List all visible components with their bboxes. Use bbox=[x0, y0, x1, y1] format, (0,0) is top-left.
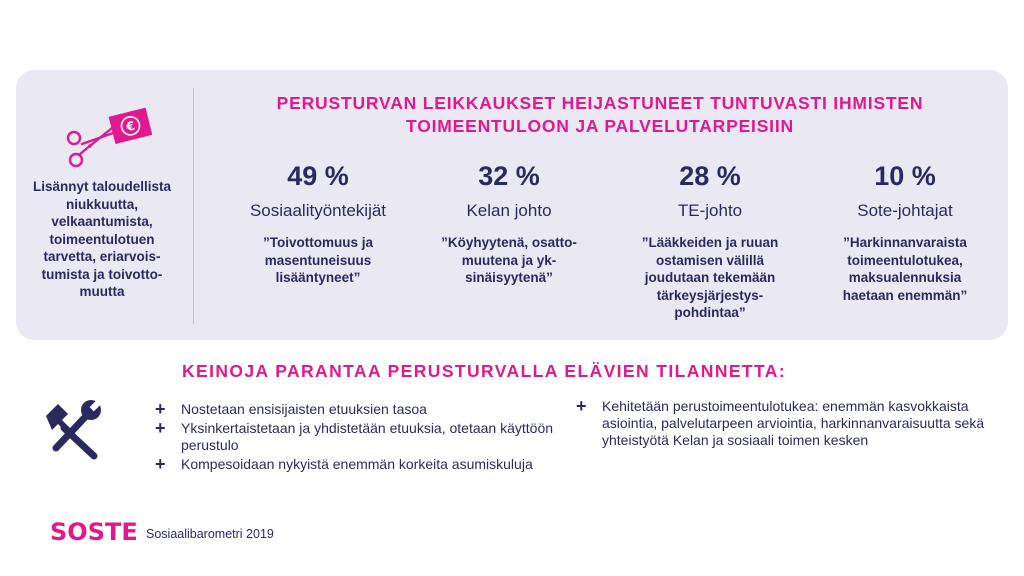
list-item: + Kehitetään perustoimeentulotukea: enemm… bbox=[576, 396, 996, 449]
measures-title: KEINOJA PARANTAA PERUSTURVALLA ELÄVIEN T… bbox=[182, 361, 787, 381]
stat-role: Sosiaalityöntekijät bbox=[249, 201, 387, 220]
stat-percent: 28 % bbox=[679, 161, 741, 191]
stat-block: 49 % Sosiaalityöntekijät ”Toivottomuus j… bbox=[218, 160, 418, 287]
scissors-cutting-money-icon: € bbox=[66, 107, 152, 168]
list-item: + Nostetaan ensisijaisten etuuksien tasoa bbox=[155, 399, 575, 419]
list-item-text: Kehitetään perustoimeentulotukea: enemmä… bbox=[602, 398, 985, 448]
stat-quote: ”Lääkkeiden ja ruuan ostamisen välillä j… bbox=[641, 235, 779, 320]
stat-block: 28 % TE-johto ”Lääkkeiden ja ruuan ostam… bbox=[610, 160, 810, 322]
left-summary-text: Lisännyt taloudellista niukkuutta, velka… bbox=[32, 179, 172, 299]
stat-role: TE-johto bbox=[677, 201, 743, 220]
stat-block: 10 % Sote-johtajat ”Harkinnanvaraista to… bbox=[805, 160, 1005, 304]
stat-percent: 49 % bbox=[287, 161, 349, 191]
stat-block: 32 % Kelan johto ”Köyhyytenä, osatto-muu… bbox=[409, 160, 609, 287]
soste-logo: SOSTE bbox=[50, 518, 138, 546]
measures-list-left: + Nostetaan ensisijaisten etuuksien tasoa… bbox=[155, 399, 575, 475]
measures-list-right: + Kehitetään perustoimeentulotukea: enemm… bbox=[576, 396, 996, 451]
euro-symbol: € bbox=[124, 118, 136, 134]
list-item: + Kompesoidaan nykyistä enemmän korkeita … bbox=[155, 454, 575, 474]
stat-quote: ”Harkinnanvaraista toimeentulotukea, mak… bbox=[842, 235, 968, 303]
plus-icon: + bbox=[155, 418, 166, 438]
list-item-text: Kompesoidaan nykyistä enemmän korkeita a… bbox=[181, 456, 533, 472]
stat-percent: 10 % bbox=[874, 161, 936, 191]
list-item-text: Nostetaan ensisijaisten etuuksien tasoa bbox=[181, 401, 427, 417]
infographic-panel bbox=[16, 70, 1008, 340]
stat-quote: ”Toivottomuus ja masentuneisuus lisäänty… bbox=[263, 235, 373, 285]
plus-icon: + bbox=[155, 454, 166, 474]
list-item-text: Yksinkertaistetaan ja yhdistetään etuuks… bbox=[181, 420, 554, 453]
stat-role: Kelan johto bbox=[466, 201, 552, 220]
stat-percent: 32 % bbox=[478, 161, 540, 191]
footer-label: Sosiaalibarometri 2019 bbox=[146, 527, 274, 541]
plus-icon: + bbox=[576, 396, 587, 416]
panel-title: PERUSTURVAN LEIKKAUKSET HEIJASTUNEET TUN… bbox=[276, 93, 924, 136]
hammer-wrench-icon bbox=[46, 399, 102, 460]
stat-role: Sote-johtajat bbox=[857, 201, 953, 220]
list-item: + Yksinkertaistetaan ja yhdistetään etuuk… bbox=[155, 418, 575, 454]
panel-divider bbox=[193, 88, 194, 324]
plus-icon: + bbox=[155, 399, 166, 419]
stat-quote: ”Köyhyytenä, osatto-muutena ja yk-sinäis… bbox=[441, 235, 577, 285]
